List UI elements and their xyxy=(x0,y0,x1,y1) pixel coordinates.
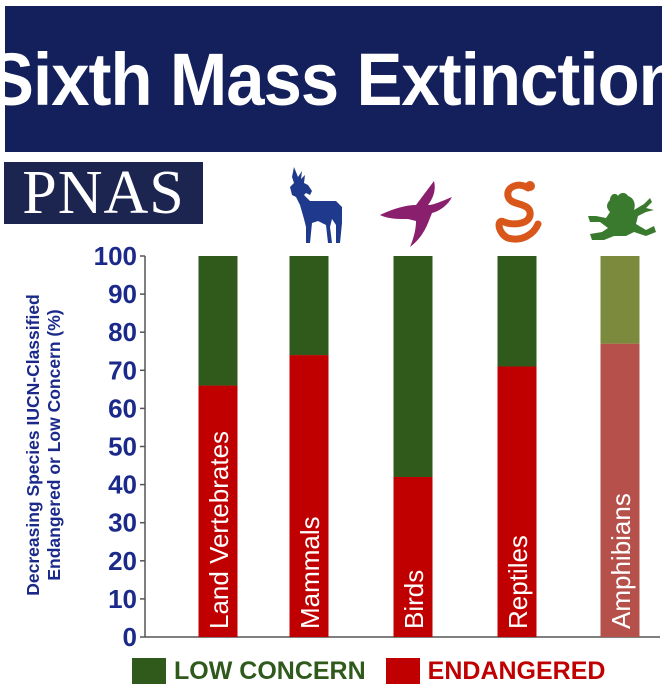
y-tick-label: 30 xyxy=(108,508,137,538)
bar-low-concern xyxy=(289,256,329,356)
bar-low-concern xyxy=(393,256,433,477)
pnas-badge: PNAS xyxy=(4,162,203,224)
frog-icon xyxy=(588,193,656,240)
y-tick-label: 90 xyxy=(108,279,137,309)
y-tick-label: 40 xyxy=(108,470,137,500)
legend-label-low-concern: LOW CONCERN xyxy=(174,656,366,685)
y-tick-label: 70 xyxy=(108,355,137,385)
bar-endangered xyxy=(198,385,238,637)
y-tick-label: 20 xyxy=(108,546,137,576)
category-label: Amphibians xyxy=(606,493,636,629)
y-tick-label: 60 xyxy=(108,393,137,423)
y-tick-label: 50 xyxy=(108,432,137,462)
y-tick-label: 0 xyxy=(123,622,137,652)
bar-endangered xyxy=(393,476,433,637)
category-label: Reptiles xyxy=(503,535,533,629)
y-tick-label: 100 xyxy=(94,241,137,271)
bar-endangered xyxy=(289,355,329,637)
snake-icon xyxy=(495,181,542,243)
y-tick-label: 10 xyxy=(108,584,137,614)
pnas-label: PNAS xyxy=(22,159,185,227)
title-banner: Sixth Mass Extinction xyxy=(0,6,665,152)
bar-endangered xyxy=(600,343,640,637)
legend: LOW CONCERN ENDANGERED xyxy=(132,655,605,687)
bar-low-concern xyxy=(198,256,238,386)
deer-icon xyxy=(290,167,342,243)
bird-icon xyxy=(380,181,452,247)
category-label: Mammals xyxy=(295,516,325,629)
page-title: Sixth Mass Extinction xyxy=(0,37,665,121)
bar-low-concern xyxy=(497,256,537,367)
legend-swatch-low-concern xyxy=(132,658,166,684)
bar-endangered xyxy=(497,366,537,637)
category-label: Birds xyxy=(399,570,429,629)
bar-low-concern xyxy=(600,256,640,344)
category-label: Land Vertebrates xyxy=(204,431,234,629)
y-tick-label: 80 xyxy=(108,317,137,347)
legend-label-endangered: ENDANGERED xyxy=(427,656,606,685)
legend-swatch-endangered xyxy=(385,658,420,684)
